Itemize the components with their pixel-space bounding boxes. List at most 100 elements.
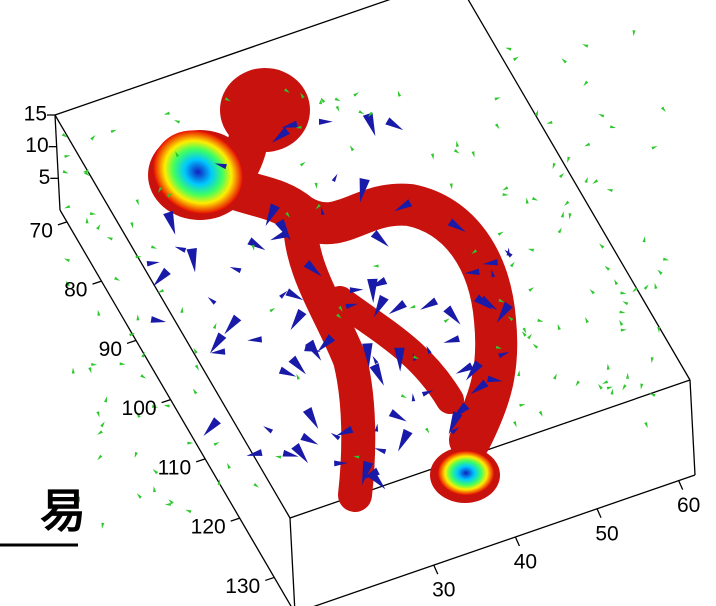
arrow <box>151 245 157 248</box>
arrow <box>111 130 117 133</box>
y-tick <box>127 340 136 343</box>
arrow <box>203 417 220 436</box>
arrow <box>130 222 133 228</box>
arrow <box>517 370 520 376</box>
arrow <box>532 197 538 201</box>
z-tick-label: 15 <box>24 103 47 126</box>
arrow <box>649 393 655 397</box>
arrow <box>651 357 654 363</box>
arrow <box>626 373 629 379</box>
arrow <box>592 179 598 184</box>
arrow <box>559 173 564 178</box>
arrow <box>185 510 191 514</box>
arrow <box>431 154 434 160</box>
arrow <box>590 289 595 294</box>
arrow <box>174 120 180 124</box>
z-tick-label: 10 <box>25 134 48 157</box>
arrow <box>584 177 587 183</box>
plot-box <box>55 0 695 606</box>
arrow <box>208 297 217 305</box>
arrow <box>193 389 198 395</box>
arrow <box>444 318 450 323</box>
y-tick <box>162 400 171 403</box>
y-tick <box>231 518 240 521</box>
arrow <box>291 443 308 463</box>
arrow <box>651 146 657 150</box>
arrow <box>247 237 265 250</box>
x-tick <box>597 509 601 518</box>
arrow <box>175 247 187 253</box>
arrow <box>165 503 171 506</box>
arrow <box>420 297 438 309</box>
arrow <box>510 262 515 268</box>
arrow <box>332 174 338 182</box>
arrow <box>97 455 102 460</box>
arrow <box>561 211 564 217</box>
arrow <box>246 449 262 456</box>
arrow <box>350 287 364 293</box>
arrow <box>163 211 175 235</box>
arrow <box>86 217 89 223</box>
arrow <box>558 227 562 233</box>
box-edge <box>290 518 295 606</box>
arrow <box>319 98 322 104</box>
y-tick-label: 100 <box>122 397 157 420</box>
arrow <box>90 135 95 140</box>
arrow <box>657 327 660 333</box>
arrow <box>575 380 580 386</box>
arrow <box>385 117 403 130</box>
arrow <box>63 170 69 174</box>
arrow <box>72 367 75 373</box>
arrow <box>583 81 588 87</box>
arrow <box>129 333 135 337</box>
arrow <box>644 284 649 290</box>
arrow <box>389 300 407 314</box>
arrow <box>619 310 625 313</box>
arrow <box>97 430 103 435</box>
arrow <box>657 270 662 275</box>
arrow <box>450 183 453 189</box>
arrow <box>398 91 401 97</box>
arrow <box>247 336 262 342</box>
arrow <box>537 319 543 322</box>
arrow <box>91 363 97 366</box>
arrow <box>599 243 604 248</box>
arrow <box>558 324 561 330</box>
arrow <box>569 213 572 219</box>
arrow <box>398 429 413 452</box>
arrow <box>195 365 199 371</box>
x-tick <box>434 565 438 574</box>
arrow <box>147 261 160 267</box>
box-edge <box>690 380 695 475</box>
arrow <box>633 30 636 36</box>
arrow <box>136 199 139 205</box>
arrow <box>140 374 146 378</box>
arrow <box>187 442 193 445</box>
arrow <box>315 183 318 189</box>
arrow <box>288 356 305 375</box>
arrow <box>456 141 459 147</box>
arrow <box>90 212 96 215</box>
arrow <box>358 110 364 114</box>
arrow <box>539 411 543 417</box>
arrow <box>96 411 99 417</box>
arrow <box>373 265 379 268</box>
arrow <box>300 162 306 167</box>
arrow <box>104 396 107 402</box>
arrow <box>546 121 552 124</box>
arrow <box>371 230 389 247</box>
y-tick <box>92 281 101 284</box>
arrow <box>335 97 341 101</box>
arrow <box>374 448 386 454</box>
arrow <box>136 314 139 320</box>
arrow <box>498 232 504 236</box>
y-tick <box>265 577 274 580</box>
arrow <box>513 421 517 427</box>
arrow <box>224 315 241 335</box>
arrow <box>564 201 569 206</box>
arrow <box>101 523 104 529</box>
arrow <box>412 393 415 401</box>
arrow <box>137 493 142 498</box>
arrow <box>640 383 643 389</box>
arrow <box>64 155 70 158</box>
